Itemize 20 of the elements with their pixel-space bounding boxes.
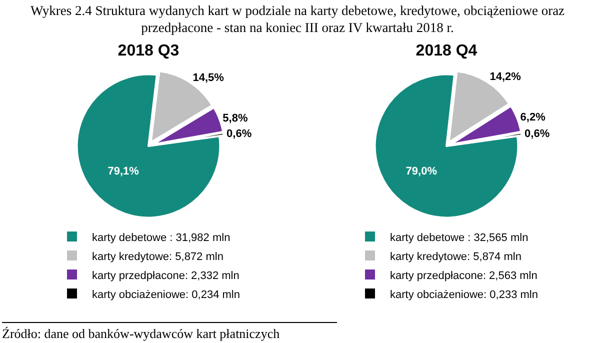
data-label: 14,5% — [192, 72, 224, 84]
data-label: 0,6% — [524, 128, 550, 140]
data-label: 79,1% — [108, 166, 140, 178]
chart-title: 2018 Q4 — [416, 42, 478, 60]
text: Wykres 2.4 Struktura wydanych kart w podziale na karty debetowe, kredytowe, obciążeniowe oraz przedpłacone - stan na koniec III oraz IV kwartału 2018 r. — [29, 2, 566, 36]
chart-title: 2018 Q3 — [118, 42, 180, 60]
data-label: 6,2% — [520, 112, 546, 124]
data-label: 14,2% — [490, 71, 522, 84]
legend-label: karty obciażeniowe: 0,233 mln — [390, 288, 538, 301]
text: Źródło: dane od banków-wydawców kart płatniczych — [2, 322, 337, 342]
legend-label: karty przedpłacone: 2,563 mln — [390, 270, 538, 282]
legend-label: karty przedpłacone: 2,332 mln — [92, 270, 240, 282]
data-label: 79,0% — [406, 166, 438, 178]
legend-label: karty obciażeniowe: 0,234 mln — [92, 288, 240, 301]
data-label: 5,8% — [222, 112, 248, 125]
legend-label: karty kredytowe: 5,874 mln — [390, 250, 522, 263]
data-label: 0,6% — [226, 128, 252, 140]
legend-label: karty kredytowe: 5,872 mln — [92, 250, 224, 263]
legend-label: karty debetowe : 31,982 mln — [92, 232, 230, 244]
legend-label: karty debetowe : 32,565 mln — [390, 232, 528, 244]
